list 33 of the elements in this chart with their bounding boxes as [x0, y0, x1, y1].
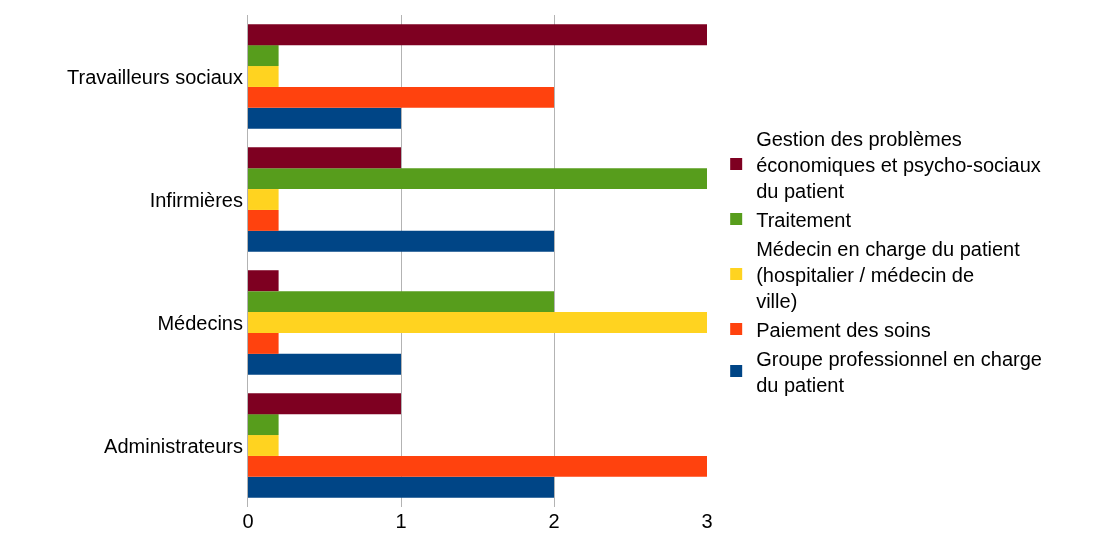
bar	[248, 189, 279, 210]
bar	[248, 66, 279, 87]
bar	[248, 270, 279, 292]
bar	[248, 147, 401, 169]
x-tick-label: 1	[395, 510, 407, 532]
x-tick-label: 2	[548, 510, 560, 532]
x-tick-label: 3	[701, 510, 713, 532]
bar	[248, 168, 707, 190]
legend-label: Paiement des soins	[756, 318, 931, 341]
bar	[248, 230, 554, 252]
bar	[248, 209, 279, 231]
legend-label: Médecin en charge du patient (hospitalier / médecin de ville)	[756, 237, 1021, 312]
y-tick-label: Médecins	[157, 311, 243, 334]
y-tick-label: Infirmières	[149, 188, 243, 211]
legend-label: Groupe professionnel en charge du patient	[756, 347, 1042, 396]
legend-label: Traitement	[756, 208, 852, 231]
y-tick-label: Travailleurs sociaux	[67, 65, 243, 88]
bar	[248, 332, 279, 354]
bar	[248, 393, 401, 415]
bar	[248, 414, 279, 436]
bar	[248, 24, 707, 46]
bar	[248, 45, 279, 67]
bar	[248, 291, 554, 313]
bar	[248, 455, 707, 477]
x-tick-label: 0	[242, 510, 254, 532]
bar	[248, 476, 554, 498]
bar	[248, 312, 707, 333]
bar	[248, 353, 401, 375]
y-tick-label: Administrateurs	[104, 434, 243, 457]
bar	[248, 435, 279, 456]
legend-label: Gestion des problèmes économiques et psycho-sociaux du patient	[756, 127, 1041, 202]
bar	[248, 86, 554, 108]
bar	[248, 107, 401, 129]
